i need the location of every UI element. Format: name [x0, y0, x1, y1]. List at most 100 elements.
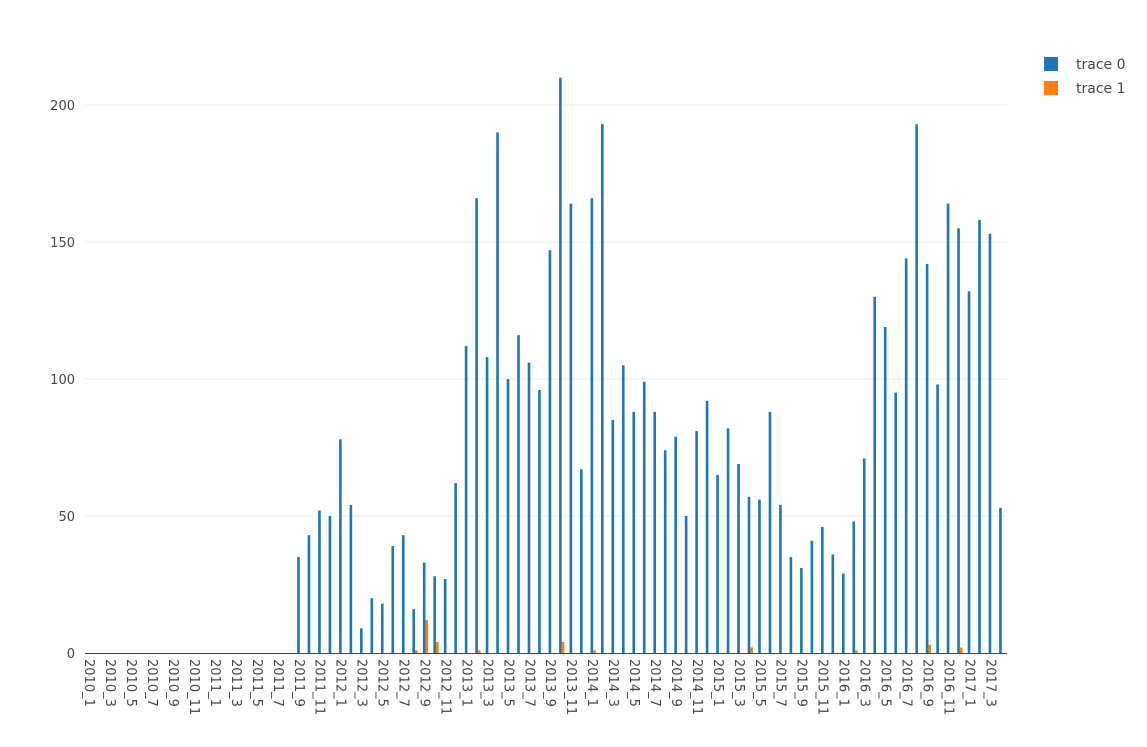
bar-trace-0-2014_3[interactable]	[611, 420, 615, 653]
bar-trace-0-2012_8[interactable]	[412, 609, 416, 653]
bar-trace-0-2013_9[interactable]	[548, 250, 552, 653]
bar-trace-0-2014_4[interactable]	[621, 365, 625, 653]
bar-trace-0-2012_6[interactable]	[391, 546, 395, 653]
legend-swatch-trace-0[interactable]	[1044, 57, 1058, 71]
bar-trace-0-2016_5[interactable]	[883, 326, 887, 653]
x-tick-label: 2014_9	[668, 659, 683, 707]
bar-trace-0-2016_6[interactable]	[894, 392, 897, 653]
bar-trace-0-2016_11[interactable]	[946, 203, 950, 653]
legend-label-trace-0[interactable]: trace 0	[1076, 57, 1126, 73]
bar-trace-0-2016_9[interactable]	[925, 263, 929, 653]
bar-trace-0-2013_4[interactable]	[496, 132, 499, 653]
bar-trace-0-2015_7[interactable]	[779, 505, 782, 653]
bar-trace-0-2016_1[interactable]	[841, 573, 845, 653]
bar-trace-1-2016_2[interactable]	[855, 650, 858, 653]
x-tick-label: 2016_9	[919, 659, 934, 707]
bar-trace-0-2012_2[interactable]	[349, 505, 353, 653]
bar-trace-0-2012_12[interactable]	[454, 483, 457, 653]
bar-trace-0-2013_1[interactable]	[464, 346, 468, 653]
x-tick-label: 2015_7	[773, 659, 788, 707]
bar-trace-0-2016_4[interactable]	[873, 296, 877, 653]
bar-trace-0-2015_1[interactable]	[716, 474, 719, 653]
bar-trace-0-2014_11[interactable]	[695, 431, 698, 653]
x-tick-label: 2017_3	[982, 659, 997, 707]
y-tick-label: 200	[50, 99, 75, 114]
bar-trace-1-2015_4[interactable]	[750, 647, 753, 653]
bar-trace-0-2015_9[interactable]	[800, 568, 803, 653]
bar-trace-0-2011_11[interactable]	[318, 510, 321, 653]
bar-trace-0-2012_10[interactable]	[433, 576, 436, 653]
bar-trace-0-2016_7[interactable]	[904, 258, 908, 653]
bar-trace-0-2013_11[interactable]	[569, 203, 573, 653]
bar-trace-0-2015_10[interactable]	[810, 540, 814, 653]
bar-trace-0-2015_6[interactable]	[768, 411, 772, 653]
bar-trace-0-2012_5[interactable]	[380, 603, 384, 653]
x-tick-label: 2013_11	[563, 659, 578, 715]
x-tick-label: 2011_9	[291, 659, 306, 707]
x-tick-label: 2012_3	[354, 659, 369, 707]
bar-trace-0-2011_9[interactable]	[297, 557, 300, 653]
bar-trace-0-2015_8[interactable]	[789, 557, 793, 653]
bar-trace-0-2014_7[interactable]	[653, 411, 657, 653]
bar-trace-1-2012_9[interactable]	[425, 620, 429, 653]
bar-trace-1-2012_8[interactable]	[415, 650, 418, 653]
bar-trace-0-2013_12[interactable]	[580, 469, 583, 653]
bar-trace-0-2015_2[interactable]	[726, 428, 730, 653]
legend[interactable]: trace 0 trace 1	[1044, 57, 1126, 97]
bar-trace-0-2014_8[interactable]	[663, 450, 667, 653]
bar-trace-0-2013_6[interactable]	[517, 335, 520, 653]
bar-trace-0-2017_4[interactable]	[999, 507, 1002, 653]
bar-trace-0-2016_3[interactable]	[862, 458, 866, 653]
bar-trace-0-2014_2[interactable]	[601, 124, 604, 654]
bar-trace-0-2013_10[interactable]	[559, 77, 562, 654]
legend-swatch-trace-1[interactable]	[1044, 81, 1058, 95]
bar-trace-0-2013_2[interactable]	[475, 198, 478, 653]
bar-trace-0-2013_3[interactable]	[485, 357, 489, 653]
bar-trace-0-2012_3[interactable]	[360, 628, 363, 653]
x-tick-label: 2017_1	[961, 659, 976, 707]
bar-trace-0-2014_6[interactable]	[642, 381, 646, 653]
y-tick-label: 50	[58, 510, 75, 525]
bar-trace-0-2014_5[interactable]	[632, 411, 636, 653]
bar-trace-0-2016_12[interactable]	[957, 228, 960, 654]
bar-trace-0-2017_2[interactable]	[978, 220, 981, 653]
bar-trace-0-2013_7[interactable]	[527, 362, 531, 653]
bar-trace-0-2015_12[interactable]	[831, 554, 835, 653]
x-tick-label: 2012_7	[396, 659, 411, 707]
bar-trace-0-2017_1[interactable]	[967, 291, 971, 653]
bar-trace-0-2015_4[interactable]	[747, 496, 751, 653]
bar-trace-0-2015_3[interactable]	[737, 463, 740, 653]
x-tick-label: 2010_1	[81, 659, 96, 707]
bar-trace-0-2012_11[interactable]	[443, 579, 447, 653]
bar-trace-0-2011_10[interactable]	[307, 535, 311, 653]
bar-trace-1-2014_1[interactable]	[593, 650, 596, 653]
bar-trace-0-2014_12[interactable]	[705, 400, 709, 653]
bar-trace-0-2016_2[interactable]	[852, 521, 856, 653]
bar-trace-0-2013_5[interactable]	[506, 379, 510, 653]
x-tick-label: 2013_3	[479, 659, 494, 707]
bar-trace-0-2015_11[interactable]	[821, 526, 824, 653]
bar-trace-1-2013_10[interactable]	[561, 642, 565, 653]
bar-trace-0-2012_1[interactable]	[339, 439, 342, 653]
bar-trace-0-2011_12[interactable]	[328, 516, 332, 653]
bar-trace-0-2014_9[interactable]	[674, 436, 677, 653]
bar-trace-0-2012_4[interactable]	[370, 598, 374, 653]
bar-trace-1-2016_12[interactable]	[959, 647, 963, 653]
bar-trace-1-2016_9[interactable]	[928, 644, 932, 653]
x-tick-label: 2015_3	[731, 659, 746, 707]
bar-trace-0-2014_10[interactable]	[684, 516, 688, 653]
bar-trace-0-2016_10[interactable]	[936, 384, 939, 653]
bar-trace-0-2016_8[interactable]	[915, 124, 918, 654]
legend-label-trace-1[interactable]: trace 1	[1076, 81, 1126, 97]
bar-trace-0-2014_1[interactable]	[590, 198, 594, 653]
bar-trace-1-2012_10[interactable]	[435, 642, 439, 653]
x-tick-label: 2012_9	[417, 659, 432, 707]
bar-trace-0-2015_5[interactable]	[758, 499, 761, 653]
bar-trace-0-2013_8[interactable]	[538, 389, 541, 653]
bar-trace-0-2017_3[interactable]	[988, 233, 992, 653]
bar-trace-0-2012_7[interactable]	[401, 535, 405, 653]
x-tick-label: 2015_1	[710, 659, 725, 707]
bar-trace-1-2013_2[interactable]	[477, 650, 481, 653]
bar-trace-0-2012_9[interactable]	[422, 562, 426, 653]
